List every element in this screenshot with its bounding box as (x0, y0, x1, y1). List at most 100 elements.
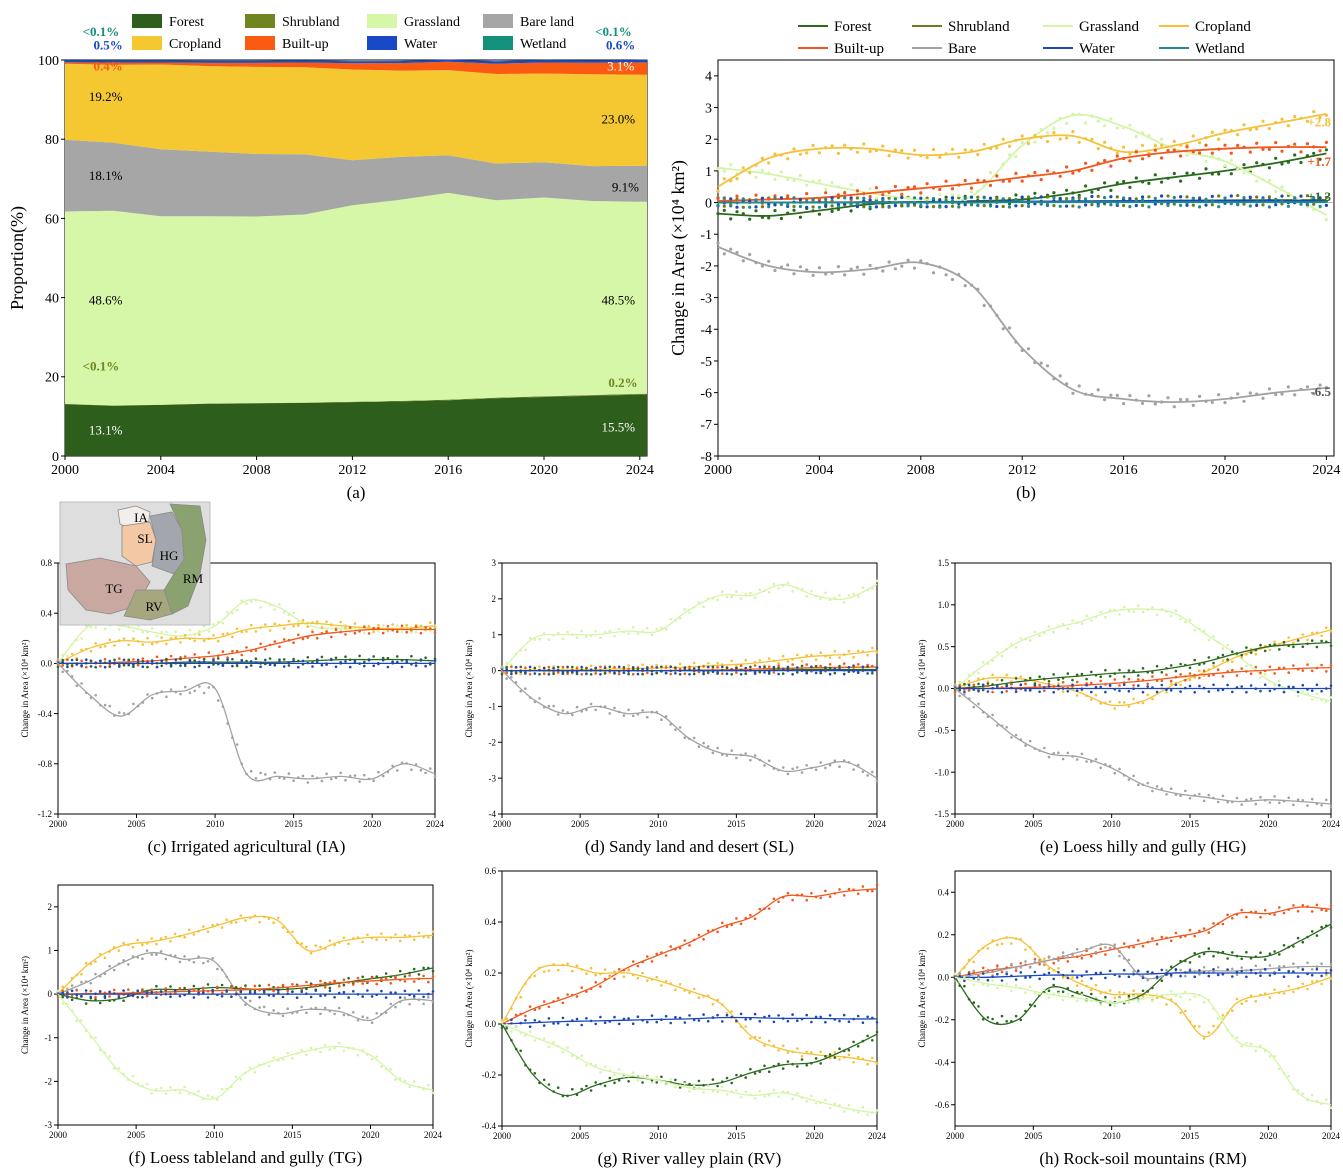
series-point-water (306, 661, 310, 665)
series-point-built-up (1109, 164, 1113, 168)
x-tick-label: 2016 (434, 463, 462, 478)
series-point-built-up (386, 625, 390, 628)
series-point-bare (1292, 803, 1295, 807)
series-point-bare (94, 972, 97, 976)
series-point-water (842, 1013, 846, 1017)
series-point-bare (1134, 398, 1138, 402)
series-point-built-up (273, 640, 277, 643)
series-point-grassland (772, 582, 776, 586)
series-point-grassland (1061, 623, 1065, 626)
series-point-bare (183, 955, 186, 958)
series-point-wetland (760, 199, 765, 203)
series-point-water (216, 993, 219, 996)
series-point-built-up (295, 984, 299, 988)
series-point-cropland (585, 972, 588, 975)
series-point-cropland (866, 1062, 869, 1066)
series-point-built-up (1292, 904, 1295, 907)
series-point-water (282, 665, 286, 668)
y-tick-label: -1.0 (935, 767, 950, 777)
series-point-water (328, 989, 332, 993)
series-point-wetland (1039, 202, 1043, 206)
series-point-cropland (988, 147, 993, 151)
series-point-cropland (1169, 682, 1173, 685)
series-point-built-up (1245, 915, 1248, 919)
series-point-water (127, 994, 130, 997)
series-point-built-up (763, 907, 766, 910)
series-point-grassland (735, 1089, 738, 1092)
series-point-water (1141, 976, 1145, 980)
series-point-cropland (394, 933, 397, 936)
series-point-water (510, 672, 513, 676)
series-point-built-up (524, 1014, 527, 1018)
series-point-forest (533, 1072, 537, 1075)
series-point-built-up (1065, 165, 1069, 169)
series-point-grassland (1207, 638, 1211, 642)
series-point-cropland (1212, 1024, 1215, 1028)
series-point-grassland (1278, 1067, 1281, 1071)
series-point-water (773, 203, 777, 207)
series-point-bare (150, 696, 154, 700)
series-point-grassland (174, 630, 178, 634)
series-point-forest (1052, 983, 1055, 987)
series-point-built-up (1147, 154, 1151, 158)
series-point-grassland (1071, 996, 1074, 999)
x-tick-label: 2020 (363, 819, 382, 829)
series-point-forest (1169, 965, 1173, 969)
series-point-grassland (1320, 698, 1323, 702)
series-point-grassland (1033, 630, 1037, 634)
series-point-water (505, 668, 509, 671)
series-point-water (767, 1014, 771, 1018)
series-point-bare (995, 313, 999, 317)
series-point-cropland (514, 996, 518, 1000)
series-point-water (819, 1015, 822, 1019)
series-point-built-up (805, 663, 808, 666)
series-point-water (1174, 683, 1178, 687)
series-point-bare (212, 685, 215, 689)
series-point-grassland (337, 1041, 341, 1045)
series-point-built-up (1254, 910, 1258, 914)
series-point-water (772, 1020, 776, 1024)
series-point-bare (830, 271, 834, 275)
series-point-built-up (1071, 171, 1075, 175)
series-point-grassland (1113, 608, 1117, 612)
series-point-built-up (805, 898, 808, 902)
series-point-water (220, 995, 224, 998)
series-point-forest (1057, 678, 1060, 682)
series-point-forest (1169, 664, 1173, 667)
series-point-grassland (1061, 998, 1065, 1002)
series-point-shrubland (1185, 195, 1189, 199)
series-point-built-up (1310, 669, 1314, 673)
series-point-built-up (972, 683, 976, 687)
series-point-built-up (566, 993, 569, 996)
series-point-grassland (981, 661, 985, 664)
series-point-water (292, 659, 295, 663)
series-point-forest (89, 659, 93, 662)
series-point-forest (1146, 990, 1149, 993)
series-point-water (706, 665, 710, 669)
series-point-water (833, 1018, 837, 1021)
x-tick-label: 2010 (205, 1130, 224, 1140)
series-point-forest (206, 983, 210, 986)
series-point-bare (99, 704, 102, 707)
series-point-grassland (1212, 635, 1215, 638)
series-point-forest (519, 1049, 522, 1053)
series-point-bare (253, 1007, 257, 1011)
series-line-forest (954, 641, 1332, 690)
series-point-built-up (1128, 159, 1132, 163)
series-point-built-up (1268, 665, 1272, 669)
series-point-built-up (164, 987, 168, 990)
series-point-cropland (267, 917, 271, 920)
series-point-water (721, 665, 724, 669)
series-point-water (1301, 968, 1305, 971)
series-point-cropland (758, 659, 762, 662)
series-point-grassland (824, 1098, 827, 1102)
series-point-built-up (585, 990, 588, 993)
series-point-cropland (796, 653, 799, 657)
series-point-water (1249, 968, 1253, 972)
series-point-forest (253, 989, 257, 993)
series-point-cropland (278, 623, 281, 627)
series-point-cropland (1282, 992, 1286, 995)
series-point-cropland (1198, 141, 1202, 145)
panel-caption: (c) Irrigated agricultural (IA) (148, 837, 346, 856)
series-point-cropland (1212, 664, 1215, 668)
